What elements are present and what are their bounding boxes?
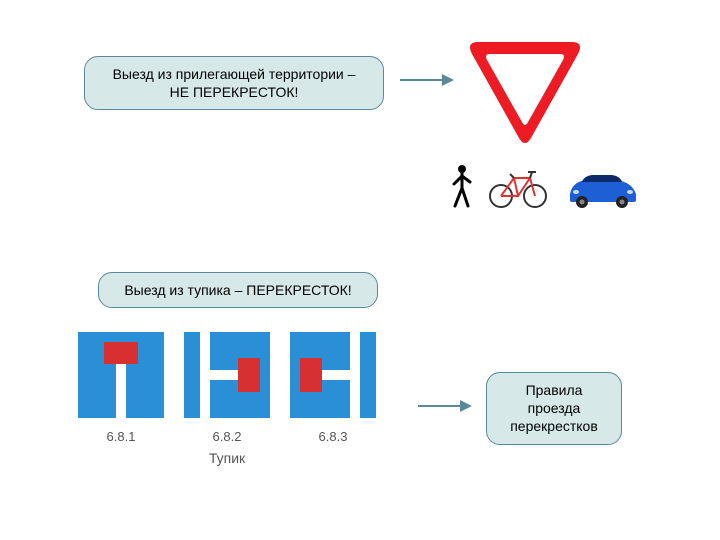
sign-6-8-2: 6.8.2 [184, 332, 270, 444]
sign-row: 6.8.1 6.8.2 6.8.3 [78, 332, 376, 444]
callout1-line1: Выезд из прилегающей территории – [103, 65, 365, 83]
yield-sign [460, 30, 590, 150]
pedestrian-icon [448, 164, 474, 208]
callout-rules: Правила проезда перекрестков [486, 372, 622, 445]
arrow-to-rules [416, 396, 476, 416]
callout-deadend: Выезд из тупика – ПЕРЕКРЕСТОК! [98, 272, 378, 308]
arrow-to-yield [398, 70, 458, 90]
sign-label-3: 6.8.3 [290, 429, 376, 444]
sign-6-8-1: 6.8.1 [78, 332, 164, 444]
callout3-line2: проезда [505, 399, 603, 417]
car-icon [562, 168, 642, 208]
sign-label-2: 6.8.2 [184, 429, 270, 444]
sign-group-label: Тупик [78, 450, 376, 466]
callout-adjacent-territory: Выезд из прилегающей территории – НЕ ПЕР… [84, 56, 384, 110]
bicycle-icon [488, 168, 548, 208]
sign-label-1: 6.8.1 [78, 429, 164, 444]
deadend-signs-group: 6.8.1 6.8.2 6.8.3 Тупик [78, 332, 376, 466]
callout3-line1: Правила [505, 381, 603, 399]
callout2-text: Выезд из тупика – ПЕРЕКРЕСТОК! [124, 282, 351, 298]
callout3-line3: перекрестков [505, 417, 603, 435]
traffic-participants [448, 164, 642, 208]
sign-6-8-3: 6.8.3 [290, 332, 376, 444]
callout1-line2: НЕ ПЕРЕКРЕСТОК! [103, 83, 365, 101]
